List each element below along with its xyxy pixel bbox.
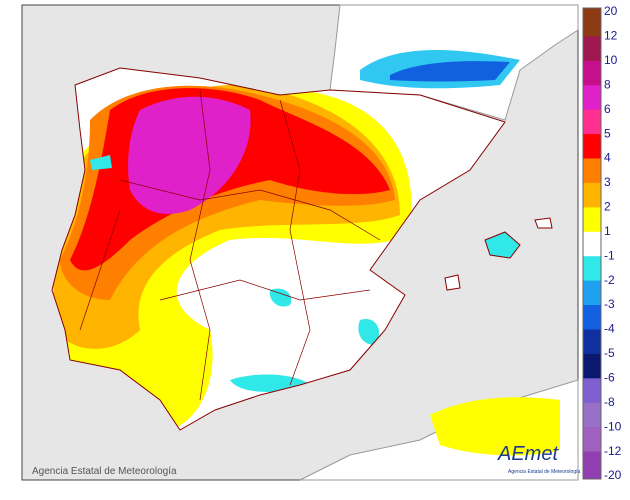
legend-swatch [583,378,601,404]
coastline [51,67,506,431]
legend-swatch [583,329,601,355]
legend-label: 3 [604,175,611,189]
legend-label: -2 [604,273,615,287]
legend-swatch [583,85,601,111]
legend-swatch [583,182,601,208]
legend-swatch [583,353,601,379]
legend-label: 6 [604,102,611,116]
legend-label: -1 [604,248,615,262]
legend-label: -3 [604,297,615,311]
legend-swatch [583,158,601,184]
mallorca [484,231,521,259]
legend-swatch [583,60,601,86]
legend-swatch [583,134,601,160]
africa-warm [430,397,560,456]
borders [79,89,381,401]
legend-label: 4 [604,151,611,165]
legend-swatch [583,402,601,428]
ibiza [444,274,461,291]
legend-label: 12 [604,29,618,43]
legend-label: -6 [604,370,615,384]
legend-top-cap [583,8,601,12]
anomaly-field [52,68,505,430]
legend-label: -10 [604,419,622,433]
legend-bottom-cap [583,476,601,479]
legend-label: -20 [604,468,622,482]
logo-caption: Agencia Estatal de Meteorología [508,469,580,475]
legend-swatch [583,109,601,135]
magenta-area [128,96,251,214]
legend-swatch [583,231,601,257]
legend: 20 12 10 8 6 5 4 3 2 1 -1 -2 -3 -4 -5 -6 -8 -10 -12 -20 [582,4,622,482]
legend-swatch [583,305,601,330]
legend-label: -4 [604,322,615,336]
credit: Agencia Estatal de Meteorología [32,466,177,477]
legend-swatch [583,207,601,233]
legend-label: -12 [604,444,622,458]
logo: AEmet [497,443,559,465]
legend-border [582,7,602,480]
legend-swatch [583,36,601,62]
france-cold [390,61,510,82]
legend-swatch [583,12,601,37]
legend-swatch [583,280,601,306]
legend-swatch [583,256,601,282]
legend-label: 8 [604,77,611,91]
legend-swatch [583,427,601,453]
menorca [534,217,553,229]
legend-label: 20 [604,4,618,18]
legend-label: 1 [604,224,611,238]
legend-swatch [583,451,601,477]
legend-label: 2 [604,200,611,214]
legend-label: 5 [604,126,611,140]
legend-label: 10 [604,53,618,67]
legend-label: -5 [604,346,615,360]
legend-label: -8 [604,395,615,409]
